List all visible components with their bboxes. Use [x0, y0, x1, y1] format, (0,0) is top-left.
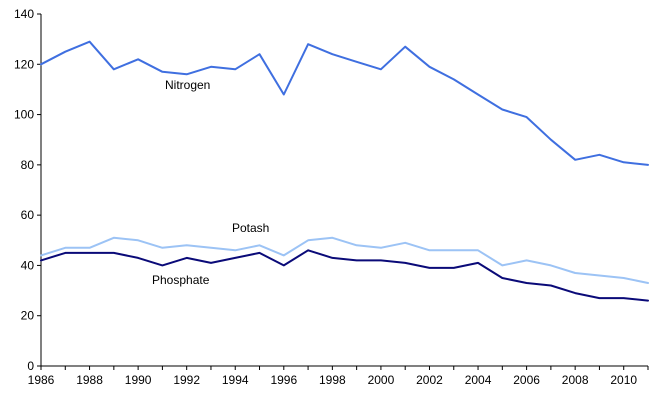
y-tick-label: 120: [14, 57, 34, 71]
x-tick-label: 2006: [513, 373, 540, 387]
x-tick-label: 2008: [562, 373, 589, 387]
series-line-potash: [40, 236, 649, 284]
y-tick-label: 40: [21, 258, 35, 272]
y-tick-label: 0: [27, 359, 34, 373]
x-tick-label: 1990: [125, 373, 152, 387]
x-tick-label: 1986: [28, 373, 55, 387]
y-tick-label: 140: [14, 7, 34, 21]
series-line-nitrogen: [40, 40, 649, 166]
x-tick-label: 2004: [465, 373, 492, 387]
x-tick-label: 1998: [319, 373, 346, 387]
x-tick-label: 1996: [270, 373, 297, 387]
x-tick-label: 2010: [610, 373, 637, 387]
x-tick-label: 2000: [368, 373, 395, 387]
series-label-potash: Potash: [232, 221, 269, 235]
series-label-phosphate: Phosphate: [152, 273, 210, 287]
series-line-phosphate: [40, 249, 649, 302]
y-tick-label: 80: [21, 158, 35, 172]
x-tick-label: 2002: [416, 373, 443, 387]
chart-axes: 0 20 40 60 80 100 120 140 1986 1988 1990 1992 1994 19…: [14, 7, 649, 387]
y-tick-label: 60: [21, 208, 35, 222]
series-lines: [40, 40, 649, 302]
series-label-nitrogen: Nitrogen: [165, 78, 210, 92]
y-tick-label: 100: [14, 108, 34, 122]
x-tick-label: 1994: [222, 373, 249, 387]
x-tick-label: 1988: [76, 373, 103, 387]
y-tick-label: 20: [21, 309, 35, 323]
x-tick-label: 1992: [173, 373, 200, 387]
series-labels: Nitrogen Potash Phosphate: [152, 78, 269, 287]
